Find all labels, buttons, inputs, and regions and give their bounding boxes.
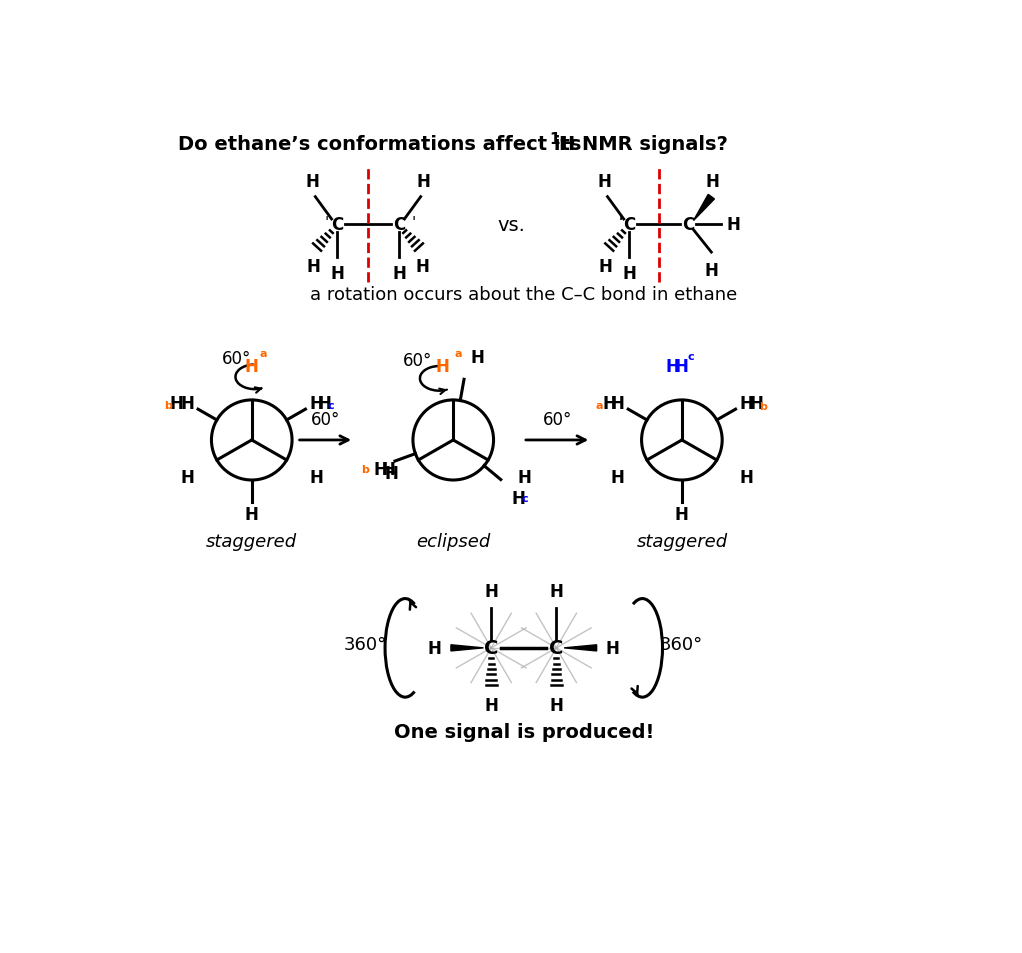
Text: b: b: [362, 465, 369, 475]
Text: H: H: [675, 357, 689, 375]
Text: H: H: [417, 173, 430, 192]
Text: H: H: [665, 357, 680, 375]
Text: H: H: [330, 265, 344, 283]
Text: H: H: [245, 505, 259, 523]
Text: H: H: [484, 582, 498, 600]
Text: H: H: [428, 639, 442, 658]
Text: H: H: [749, 395, 763, 413]
Text: H: H: [610, 469, 624, 486]
Text: 60°: 60°: [311, 411, 340, 429]
Text: H: H: [310, 469, 323, 486]
Text: 60°: 60°: [543, 411, 571, 429]
Text: H: H: [384, 464, 398, 482]
Text: H: H: [392, 265, 406, 283]
Text: 60°: 60°: [403, 352, 432, 370]
Text: H: H: [602, 395, 616, 413]
Text: C: C: [682, 216, 694, 234]
Text: a: a: [455, 349, 462, 359]
Text: staggered: staggered: [206, 533, 297, 551]
Text: H: H: [471, 348, 484, 366]
Text: c: c: [521, 494, 527, 504]
Text: H: H: [606, 639, 619, 658]
Text: Do ethane’s conformations affect its: Do ethane’s conformations affect its: [178, 134, 589, 153]
Text: H: H: [518, 469, 531, 486]
Text: H: H: [306, 173, 319, 192]
Text: C: C: [623, 216, 636, 234]
Text: H: H: [180, 469, 194, 486]
Text: 360°: 360°: [660, 636, 703, 654]
Text: ': ': [325, 216, 329, 231]
Text: C: C: [549, 639, 563, 658]
Text: c: c: [688, 352, 694, 362]
Text: C: C: [484, 639, 499, 658]
Text: H: H: [170, 395, 183, 413]
Text: C: C: [392, 216, 405, 234]
Text: H: H: [310, 395, 323, 413]
Text: H: H: [550, 696, 563, 714]
Text: H: H: [610, 395, 624, 413]
Text: a: a: [260, 349, 267, 359]
Text: 60°: 60°: [223, 349, 251, 367]
Text: H: H: [415, 257, 429, 275]
Text: C: C: [331, 216, 343, 234]
Text: H: H: [484, 696, 498, 714]
Text: H: H: [318, 395, 331, 413]
Text: H: H: [599, 257, 613, 275]
Text: staggered: staggered: [637, 533, 728, 551]
Text: H: H: [704, 262, 718, 280]
Text: H: H: [512, 490, 525, 508]
Text: ': ': [618, 216, 622, 231]
Text: H: H: [373, 460, 387, 478]
Text: eclipsed: eclipsed: [416, 533, 491, 551]
Text: H: H: [180, 395, 194, 413]
Text: H: H: [382, 460, 396, 478]
Text: H: H: [739, 395, 753, 413]
Text: H: H: [706, 173, 719, 192]
Text: 360°: 360°: [344, 636, 387, 654]
Text: c: c: [327, 401, 333, 411]
Text: H: H: [245, 357, 259, 375]
Text: H: H: [739, 469, 753, 486]
Polygon shape: [694, 195, 714, 221]
Text: ': ': [412, 216, 416, 231]
Text: H NMR signals?: H NMR signals?: [559, 134, 728, 153]
Text: 1: 1: [550, 132, 560, 147]
Text: H: H: [435, 357, 450, 375]
Text: a rotation occurs about the C–C bond in ethane: a rotation occurs about the C–C bond in …: [310, 285, 738, 303]
Polygon shape: [564, 645, 597, 651]
Text: a: a: [596, 400, 604, 410]
Text: H: H: [675, 505, 689, 523]
Text: vs.: vs.: [498, 215, 525, 234]
Text: b: b: [758, 401, 766, 412]
Text: H: H: [550, 582, 563, 600]
Text: H: H: [307, 257, 321, 275]
Text: H: H: [727, 216, 741, 234]
Polygon shape: [451, 645, 483, 651]
Text: H: H: [622, 265, 636, 283]
Text: ': ': [618, 216, 622, 231]
Text: b: b: [164, 400, 172, 410]
Text: One signal is produced!: One signal is produced!: [393, 721, 654, 740]
Text: H: H: [598, 173, 611, 192]
